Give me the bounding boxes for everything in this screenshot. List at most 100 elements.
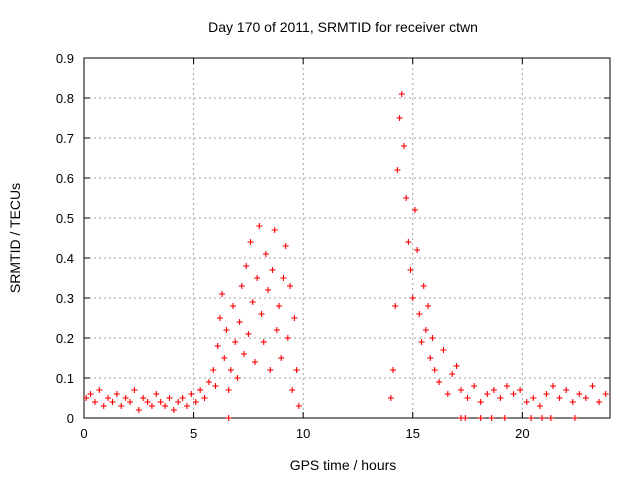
- data-point: [96, 387, 103, 393]
- data-point: [571, 415, 578, 421]
- data-point: [503, 383, 510, 389]
- data-point: [216, 315, 223, 321]
- data-point: [427, 355, 434, 361]
- x-axis-label: GPS time / hours: [290, 457, 397, 473]
- data-point: [414, 247, 421, 253]
- data-point: [210, 367, 217, 373]
- x-tick-label: 5: [190, 426, 197, 441]
- data-point: [444, 391, 451, 397]
- y-tick-label: 0.9: [56, 51, 74, 66]
- data-point: [153, 391, 160, 397]
- data-point: [144, 399, 151, 405]
- data-point: [157, 399, 164, 405]
- data-point: [258, 311, 265, 317]
- data-point: [436, 379, 443, 385]
- x-tick-label: 0: [80, 426, 87, 441]
- data-point: [392, 303, 399, 309]
- data-point: [227, 367, 234, 373]
- y-tick-label: 0.7: [56, 131, 74, 146]
- data-point: [148, 403, 155, 409]
- data-point: [243, 263, 250, 269]
- x-tick-label: 10: [296, 426, 310, 441]
- data-point: [462, 415, 469, 421]
- data-point: [265, 287, 272, 293]
- data-point: [271, 227, 278, 233]
- data-point: [225, 387, 232, 393]
- data-point: [422, 327, 429, 333]
- data-point: [122, 395, 129, 401]
- data-point: [192, 399, 199, 405]
- data-point: [501, 415, 508, 421]
- data-point: [453, 363, 460, 369]
- data-point: [232, 339, 239, 345]
- data-point: [431, 367, 438, 373]
- data-point: [510, 391, 517, 397]
- data-point: [251, 359, 258, 365]
- data-point: [403, 195, 410, 201]
- data-point: [113, 391, 120, 397]
- data-point: [396, 115, 403, 121]
- data-point: [287, 283, 294, 289]
- data-point: [488, 415, 495, 421]
- data-point: [400, 143, 407, 149]
- data-point: [221, 355, 228, 361]
- data-point: [219, 291, 226, 297]
- data-point: [118, 403, 125, 409]
- data-point: [582, 395, 589, 401]
- data-point: [539, 415, 546, 421]
- y-tick-label: 0.1: [56, 371, 74, 386]
- data-point: [267, 367, 274, 373]
- data-point: [471, 383, 478, 389]
- data-point: [262, 251, 269, 257]
- data-point: [166, 395, 173, 401]
- data-point: [291, 315, 298, 321]
- data-point: [105, 395, 112, 401]
- y-tick-label: 0.8: [56, 91, 74, 106]
- data-point: [175, 399, 182, 405]
- data-point: [576, 391, 583, 397]
- x-tick-label: 20: [515, 426, 529, 441]
- data-point: [230, 303, 237, 309]
- data-point: [547, 415, 554, 421]
- data-point: [398, 91, 405, 97]
- data-point: [477, 399, 484, 405]
- data-point: [293, 367, 300, 373]
- axis-ticks: 0 0.1 0.2 0.3 0.4 0.5 0.6 0.7 0.8 0.9 0 5 10 15 20: [56, 51, 610, 441]
- data-point: [556, 395, 563, 401]
- data-point: [162, 403, 169, 409]
- data-point: [131, 387, 138, 393]
- data-point: [530, 395, 537, 401]
- data-point: [254, 275, 261, 281]
- data-point: [256, 223, 263, 229]
- data-point: [477, 415, 484, 421]
- y-tick-label: 0.3: [56, 291, 74, 306]
- data-point: [543, 391, 550, 397]
- data-point: [418, 339, 425, 345]
- data-point: [295, 403, 302, 409]
- data-point: [197, 387, 204, 393]
- data-point: [596, 399, 603, 405]
- data-point: [416, 311, 423, 317]
- data-point: [411, 207, 418, 213]
- data-point: [589, 383, 596, 389]
- data-point: [569, 399, 576, 405]
- grid: [84, 58, 610, 418]
- data-point: [269, 267, 276, 273]
- data-point: [528, 415, 535, 421]
- data-point: [407, 267, 414, 273]
- data-point: [83, 395, 90, 401]
- data-point: [449, 371, 456, 377]
- data-point: [245, 331, 252, 337]
- data-point: [280, 275, 287, 281]
- data-point: [135, 407, 142, 413]
- data-point: [273, 327, 280, 333]
- data-point: [225, 415, 232, 421]
- data-point: [484, 391, 491, 397]
- data-point: [87, 391, 94, 397]
- data-point: [425, 303, 432, 309]
- data-point: [563, 387, 570, 393]
- chart-title: Day 170 of 2011, SRMTID for receiver ctw…: [208, 19, 478, 35]
- y-axis-label: SRMTID / TECUs: [7, 183, 23, 293]
- data-point: [184, 403, 191, 409]
